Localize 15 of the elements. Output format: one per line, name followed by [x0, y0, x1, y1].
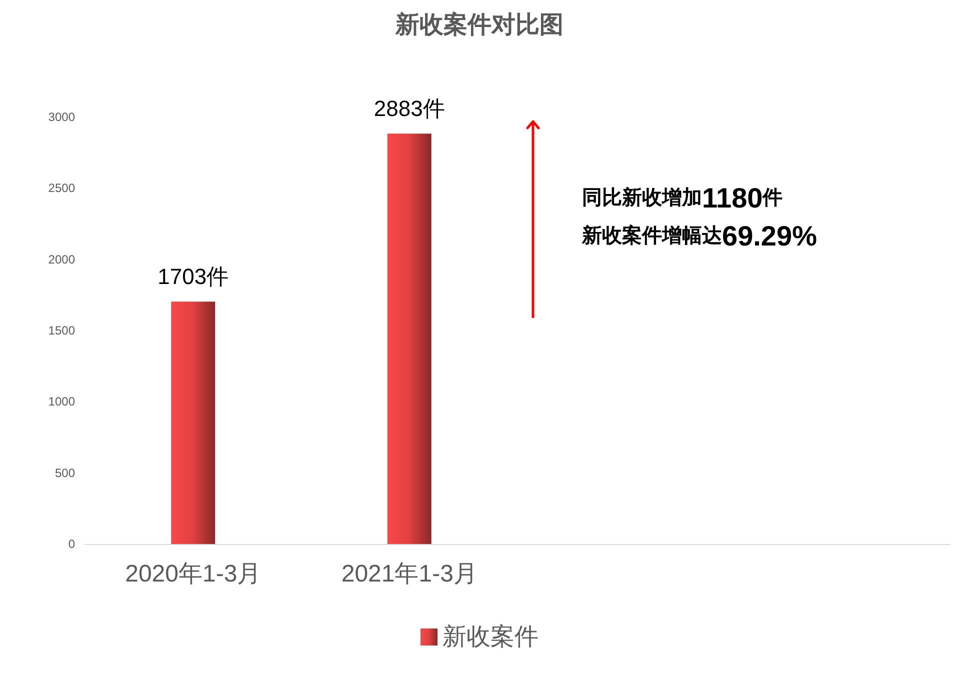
- data-label: 2883件: [374, 96, 445, 122]
- y-tick-label: 1500: [48, 324, 76, 338]
- legend-label: 新收案件: [442, 624, 538, 650]
- chart-title: 新收案件对比图: [394, 10, 564, 38]
- y-tick-label: 2500: [48, 181, 76, 196]
- annotation: 新收案件增幅达69.29%: [581, 220, 818, 252]
- y-tick-label: 3000: [48, 110, 76, 124]
- y-tick-label: 500: [54, 466, 76, 480]
- y-tick-label: 2000: [48, 252, 76, 266]
- x-tick-label: 2020年1-3月: [125, 560, 262, 588]
- data-label: 1703件: [158, 264, 229, 290]
- y-tick-label: 0: [68, 537, 76, 551]
- y-tick-label: 1000: [48, 394, 76, 409]
- annotation: 同比新收增加1180件: [582, 182, 783, 214]
- x-tick-label: 2021年1-3月: [341, 560, 478, 588]
